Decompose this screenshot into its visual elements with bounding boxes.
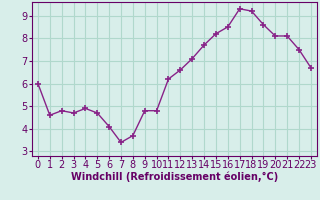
X-axis label: Windchill (Refroidissement éolien,°C): Windchill (Refroidissement éolien,°C) (71, 172, 278, 182)
